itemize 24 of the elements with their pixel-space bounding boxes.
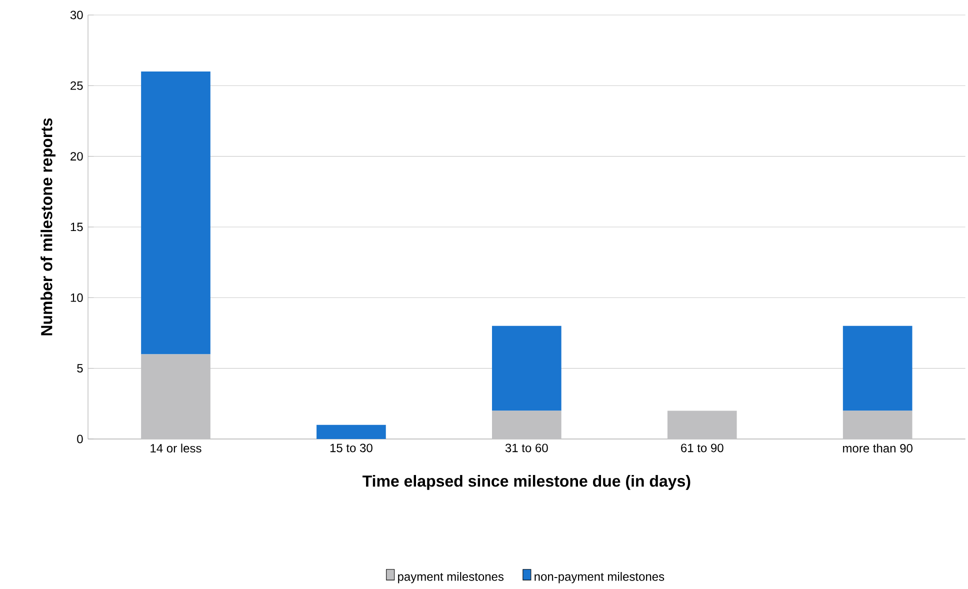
x-tick-label: 14 or less (150, 444, 202, 453)
x-tick-label: 61 to 90 (681, 444, 724, 452)
y-tick-label: 5 (77, 364, 83, 373)
bar (492, 326, 562, 411)
y-tick-label: 20 (70, 152, 83, 161)
x-axis-title: Time elapsed since milestone due (in days) (362, 475, 690, 490)
y-tick-label: 25 (70, 81, 83, 90)
y-axis-title: Number of milestone reports (40, 118, 56, 336)
bar (492, 410, 562, 439)
bar (316, 424, 386, 439)
x-tick-label: 15 to 30 (330, 444, 372, 452)
y-tick-label: 30 (70, 10, 83, 20)
bar (141, 354, 210, 439)
legend-label: payment milestones (398, 572, 504, 584)
y-tick-label: 15 (70, 222, 83, 232)
bar (842, 410, 912, 439)
x-tick-label: 31 to 60 (505, 444, 548, 452)
bar (842, 326, 912, 411)
bar (141, 72, 210, 354)
y-tick-label: 10 (70, 293, 83, 302)
legend-label: non-payment milestones (534, 572, 664, 584)
x-tick-label: more than 90 (843, 444, 912, 453)
bar (667, 410, 737, 439)
y-tick-label: 0 (77, 434, 83, 444)
